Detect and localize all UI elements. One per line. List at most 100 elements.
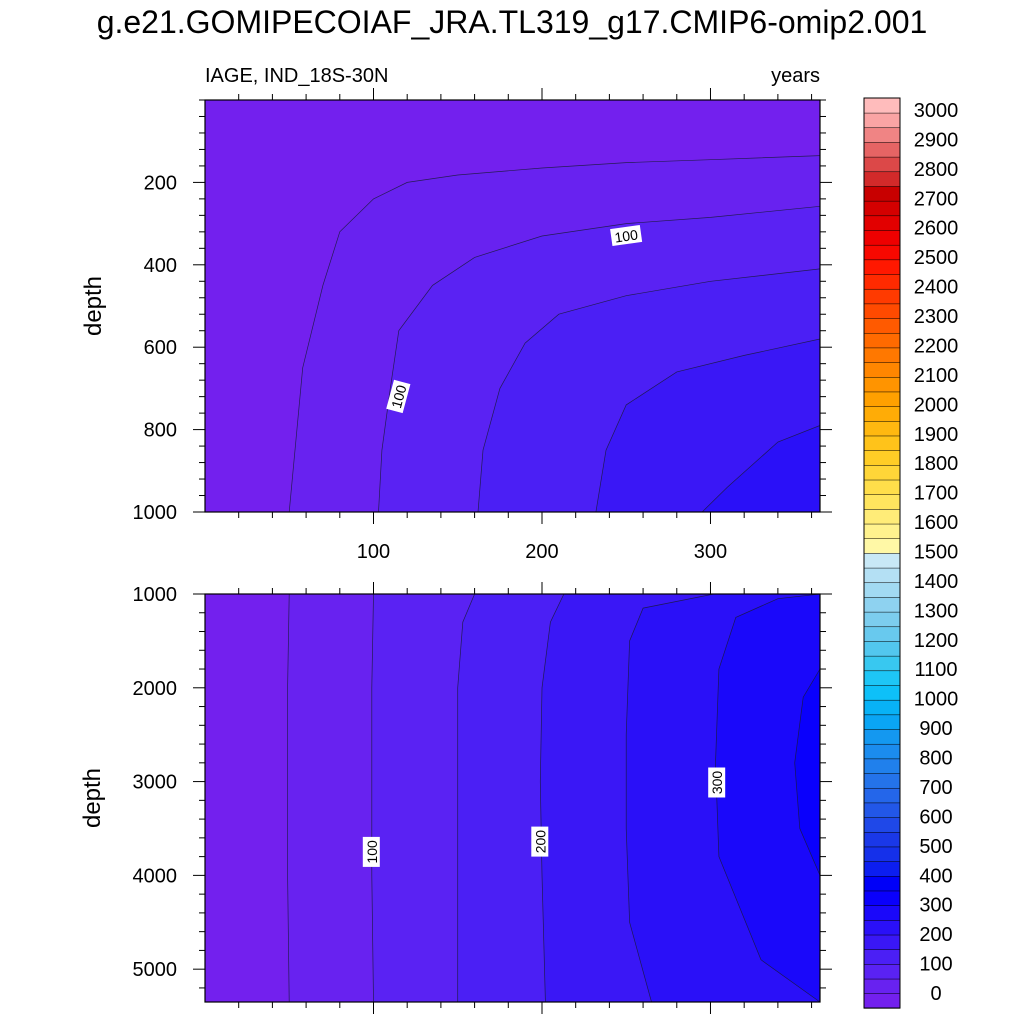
upper-panel: 200 400 600 800 1000 100 200 300 100 100 IAGE, I… — [80, 65, 832, 563]
lower-contour-200 — [539, 594, 565, 1002]
colorbar-label: 2900 — [914, 129, 959, 151]
lower-contour-50 — [287, 594, 290, 1002]
lower-frame — [204, 593, 821, 1003]
colorbar-label: 1800 — [914, 453, 959, 475]
colorbar-label: 2200 — [914, 336, 959, 358]
upper-band-200 — [595, 100, 820, 512]
colorbar-label: 2000 — [914, 394, 959, 416]
page-title: g.e21.GOMIPECOIAF_JRA.TL319_g17.CMIP6-om… — [96, 4, 928, 40]
colorbar-swatch — [863, 479, 901, 495]
colorbar-swatch — [863, 993, 901, 1009]
lower-band-350 — [794, 594, 820, 876]
colorbar-swatch — [863, 347, 901, 363]
colorbar-swatch — [863, 552, 901, 569]
colorbar-swatch — [863, 640, 901, 657]
colorbar-swatch — [863, 303, 901, 319]
colorbar-swatch — [863, 538, 901, 554]
colorbar-label: 2100 — [914, 365, 959, 387]
colorbar-swatch — [863, 949, 901, 965]
colorbar-swatch — [863, 450, 901, 466]
lower-tick-labels: 1000 2000 3000 4000 5000 — [133, 584, 178, 981]
colorbar-swatch — [863, 332, 901, 349]
lower-ytick-label: 5000 — [133, 959, 178, 981]
upper-frame — [204, 99, 821, 513]
upper-contour-label: 100 — [386, 379, 411, 414]
colorbar-label: 300 — [919, 895, 952, 917]
svg-text:100: 100 — [364, 840, 380, 864]
colorbar-label: 2300 — [914, 306, 959, 328]
upper-contour-150 — [477, 268, 820, 512]
upper-contour-250 — [701, 425, 820, 512]
lower-contour-350 — [794, 668, 820, 876]
colorbar-swatch — [863, 743, 901, 760]
upper-xtick-label: 100 — [357, 541, 390, 563]
colorbar-label: 100 — [919, 954, 952, 976]
colorbar-frame — [863, 97, 901, 1009]
lower-contour-label: 300 — [708, 767, 726, 798]
upper-ylabel: depth — [80, 276, 107, 336]
colorbar-swatch — [863, 905, 901, 921]
colorbar-label: 0 — [930, 983, 941, 1005]
colorbar-label: 800 — [919, 748, 952, 770]
lower-contour-labels: 100 200 300 — [362, 767, 726, 867]
colorbar-swatch — [863, 435, 901, 451]
colorbar-swatch — [863, 963, 901, 980]
upper-subtitle-left: IAGE, IND_18S-30N — [205, 65, 388, 87]
colorbar-swatch — [863, 816, 901, 833]
colorbar-label: 2700 — [914, 188, 959, 210]
colorbar-swatch — [863, 523, 901, 539]
colorbar-swatch — [863, 890, 901, 906]
colorbar-label: 3000 — [914, 100, 959, 122]
lower-contour-label: 200 — [531, 826, 549, 857]
colorbar-swatch — [863, 860, 901, 877]
upper-xtick-label: 200 — [525, 541, 558, 563]
colorbar-label: 1500 — [914, 542, 959, 564]
colorbar-label: 2400 — [914, 277, 959, 299]
colorbar-swatch — [863, 655, 901, 672]
colorbar-swatch — [863, 919, 901, 936]
upper-subtitle-right: years — [771, 65, 820, 87]
lower-ylabel: depth — [79, 768, 106, 828]
colorbar-swatch — [863, 288, 901, 305]
colorbar-swatch — [863, 494, 901, 510]
colorbar-swatch — [863, 582, 901, 598]
colorbar-label: 900 — [919, 718, 952, 740]
upper-contour-labels: 100 100 — [386, 224, 643, 414]
colorbar-swatch — [863, 112, 901, 129]
colorbar-label: 1200 — [914, 630, 959, 652]
colorbar-swatch — [863, 405, 901, 422]
lower-ytick-label: 2000 — [133, 678, 178, 700]
lower-contour-300 — [715, 594, 820, 1002]
upper-tick-labels: 200 400 600 800 1000 100 200 300 — [133, 172, 728, 563]
upper-ytick-label: 200 — [144, 172, 177, 194]
colorbar-label: 2800 — [914, 159, 959, 181]
colorbar-label: 1700 — [914, 483, 959, 505]
colorbar-swatch — [863, 200, 901, 217]
colorbar-label: 1400 — [914, 571, 959, 593]
upper-contour-label: 100 — [610, 224, 643, 247]
colorbar-swatch — [863, 831, 901, 848]
colorbar-swatch — [863, 244, 901, 261]
upper-contour-200 — [595, 338, 820, 512]
colorbar-label: 1000 — [914, 689, 959, 711]
lower-ytick-label: 4000 — [133, 865, 178, 887]
colorbar-label: 600 — [919, 806, 952, 828]
lower-contours — [287, 594, 820, 1002]
colorbar-swatch — [863, 508, 901, 525]
upper-ytick-label: 1000 — [133, 502, 178, 524]
colorbar-swatch — [863, 978, 901, 994]
lower-fill — [205, 594, 820, 1002]
lower-ytick-label: 1000 — [133, 584, 178, 606]
colorbar-swatch — [863, 391, 901, 407]
colorbar-swatch — [863, 420, 901, 437]
svg-text:100: 100 — [614, 226, 640, 245]
colorbar-swatch — [863, 185, 901, 202]
colorbar-swatch — [863, 273, 901, 290]
colorbar-swatch — [863, 156, 901, 173]
colorbar-swatch — [863, 215, 901, 231]
lower-band-300 — [715, 594, 820, 1002]
upper-xtick-label: 300 — [694, 541, 727, 563]
colorbar-label: 1900 — [914, 424, 959, 446]
lower-contour-150 — [457, 594, 475, 1002]
